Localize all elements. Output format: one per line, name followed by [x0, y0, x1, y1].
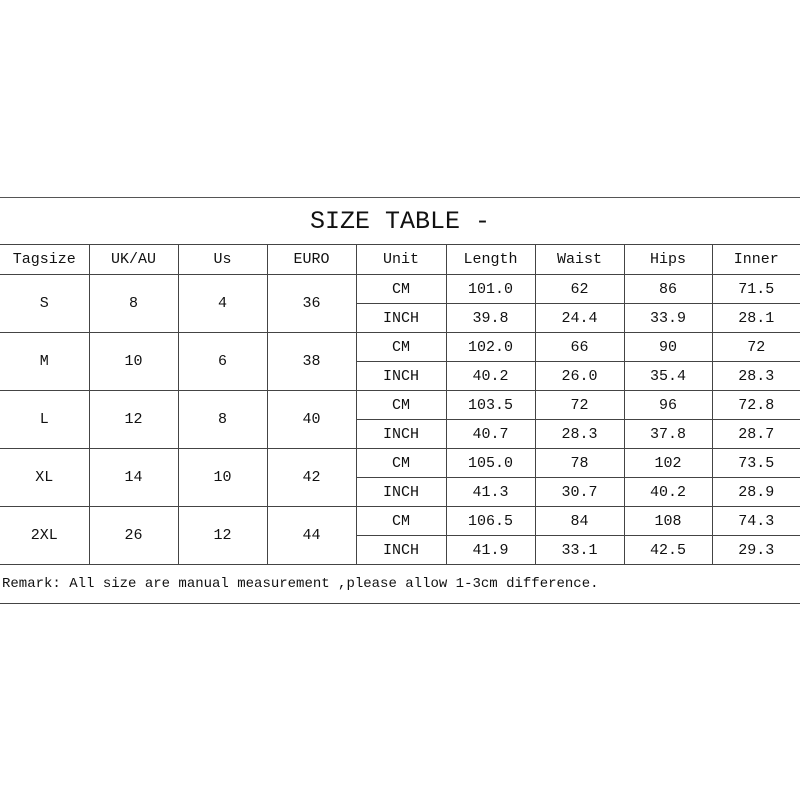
cell-cm-inner: 74.3 — [711, 506, 800, 536]
cell-inch-inner: 28.3 — [711, 361, 800, 391]
cell-uk: 8 — [88, 274, 179, 333]
cell-cm-unit: CM — [355, 390, 447, 420]
cell-inch-unit: INCH — [356, 477, 447, 507]
cell-cm-unit: CM — [355, 274, 447, 304]
cell-inch-waist: 26.0 — [534, 361, 625, 391]
table-row: L 12 8 40 CM 103.5 72 96 72.8 — [0, 390, 800, 449]
cell-uk: 10 — [88, 332, 179, 391]
column-header: Length — [445, 244, 536, 275]
cell-us: 8 — [177, 390, 268, 449]
cell-cm-inner: 73.5 — [711, 448, 800, 478]
cell-inch-unit: INCH — [356, 419, 447, 449]
cell-euro: 38 — [266, 332, 357, 391]
cell-inch-unit: INCH — [356, 361, 447, 391]
cell-cm-inner: 72.8 — [711, 390, 800, 420]
column-header: Inner — [711, 244, 800, 275]
cell-cm-unit: CM — [355, 332, 447, 362]
cell-inch-unit: INCH — [356, 535, 447, 565]
cell-cm-hips: 102 — [623, 448, 713, 478]
header-row: Tagsize UK/AU Us EURO Unit Length Waist Hips Inn… — [0, 244, 800, 275]
cell-cm-inner: 71.5 — [711, 274, 800, 304]
cell-cm-waist: 78 — [534, 448, 625, 478]
cell-inch-inner: 28.1 — [711, 303, 800, 333]
cell-tag: L — [0, 390, 90, 449]
table-row: M 10 6 38 CM 102.0 66 90 72 — [0, 332, 800, 391]
table-row: INCH 40.2 26.0 35.4 28.3 — [0, 361, 800, 391]
cell-inch-inner: 28.7 — [711, 419, 800, 449]
cell-inch-hips: 35.4 — [623, 361, 713, 391]
column-header: Hips — [623, 244, 713, 275]
cell-inch-unit: INCH — [356, 303, 447, 333]
cell-cm-length: 105.0 — [445, 448, 536, 478]
cell-us: 10 — [177, 448, 268, 507]
cell-cm-waist: 66 — [534, 332, 625, 362]
cell-tag: S — [0, 274, 90, 333]
table-row: INCH 41.9 33.1 42.5 29.3 — [0, 535, 800, 565]
remark-text: Remark: All size are manual measurement … — [0, 564, 800, 604]
cell-inch-waist: 30.7 — [534, 477, 625, 507]
column-header: Us — [177, 244, 268, 275]
cell-euro: 40 — [266, 390, 357, 449]
cell-inch-length: 40.2 — [445, 361, 536, 391]
cell-inch-inner: 29.3 — [711, 535, 800, 565]
cell-cm-hips: 108 — [623, 506, 713, 536]
cell-cm-inner: 72 — [711, 332, 800, 362]
cell-tag: 2XL — [0, 506, 90, 565]
cell-us: 12 — [177, 506, 268, 565]
cell-cm-waist: 62 — [534, 274, 625, 304]
cell-cm-length: 103.5 — [445, 390, 536, 420]
cell-uk: 26 — [88, 506, 179, 565]
cell-cm-length: 102.0 — [445, 332, 536, 362]
cell-cm-hips: 86 — [623, 274, 713, 304]
cell-inch-waist: 24.4 — [534, 303, 625, 333]
cell-inch-hips: 42.5 — [623, 535, 713, 565]
cell-cm-length: 106.5 — [445, 506, 536, 536]
column-header: Tagsize — [0, 244, 90, 275]
cell-us: 6 — [177, 332, 268, 391]
cell-cm-waist: 72 — [534, 390, 625, 420]
column-header: EURO — [266, 244, 357, 275]
cell-euro: 44 — [266, 506, 357, 565]
cell-inch-waist: 28.3 — [534, 419, 625, 449]
cell-cm-length: 101.0 — [445, 274, 536, 304]
table-row: INCH 41.3 30.7 40.2 28.9 — [0, 477, 800, 507]
column-header: Unit — [355, 244, 447, 275]
table-row: 2XL 26 12 44 CM 106.5 84 108 74.3 — [0, 506, 800, 565]
cell-cm-unit: CM — [355, 506, 447, 536]
cell-inch-length: 41.3 — [445, 477, 536, 507]
cell-uk: 12 — [88, 390, 179, 449]
size-table: SIZE TABLE - Tagsize UK/AU Us EURO Unit Lengt… — [0, 197, 800, 604]
cell-inch-inner: 28.9 — [711, 477, 800, 507]
cell-cm-unit: CM — [355, 448, 447, 478]
cell-inch-length: 41.9 — [445, 535, 536, 565]
cell-inch-length: 39.8 — [445, 303, 536, 333]
table-row: S 8 4 36 CM 101.0 62 86 71.5 — [0, 274, 800, 333]
cell-tag: XL — [0, 448, 90, 507]
cell-euro: 36 — [266, 274, 357, 333]
cell-uk: 14 — [88, 448, 179, 507]
table-title: SIZE TABLE - — [0, 197, 800, 245]
cell-inch-hips: 37.8 — [623, 419, 713, 449]
column-header: UK/AU — [88, 244, 179, 275]
cell-cm-waist: 84 — [534, 506, 625, 536]
cell-inch-waist: 33.1 — [534, 535, 625, 565]
table-row: INCH 40.7 28.3 37.8 28.7 — [0, 419, 800, 449]
cell-us: 4 — [177, 274, 268, 333]
cell-inch-length: 40.7 — [445, 419, 536, 449]
cell-euro: 42 — [266, 448, 357, 507]
cell-inch-hips: 33.9 — [623, 303, 713, 333]
cell-tag: M — [0, 332, 90, 391]
table-row: XL 14 10 42 CM 105.0 78 102 73.5 — [0, 448, 800, 507]
cell-cm-hips: 96 — [623, 390, 713, 420]
cell-inch-hips: 40.2 — [623, 477, 713, 507]
column-header: Waist — [534, 244, 625, 275]
cell-cm-hips: 90 — [623, 332, 713, 362]
